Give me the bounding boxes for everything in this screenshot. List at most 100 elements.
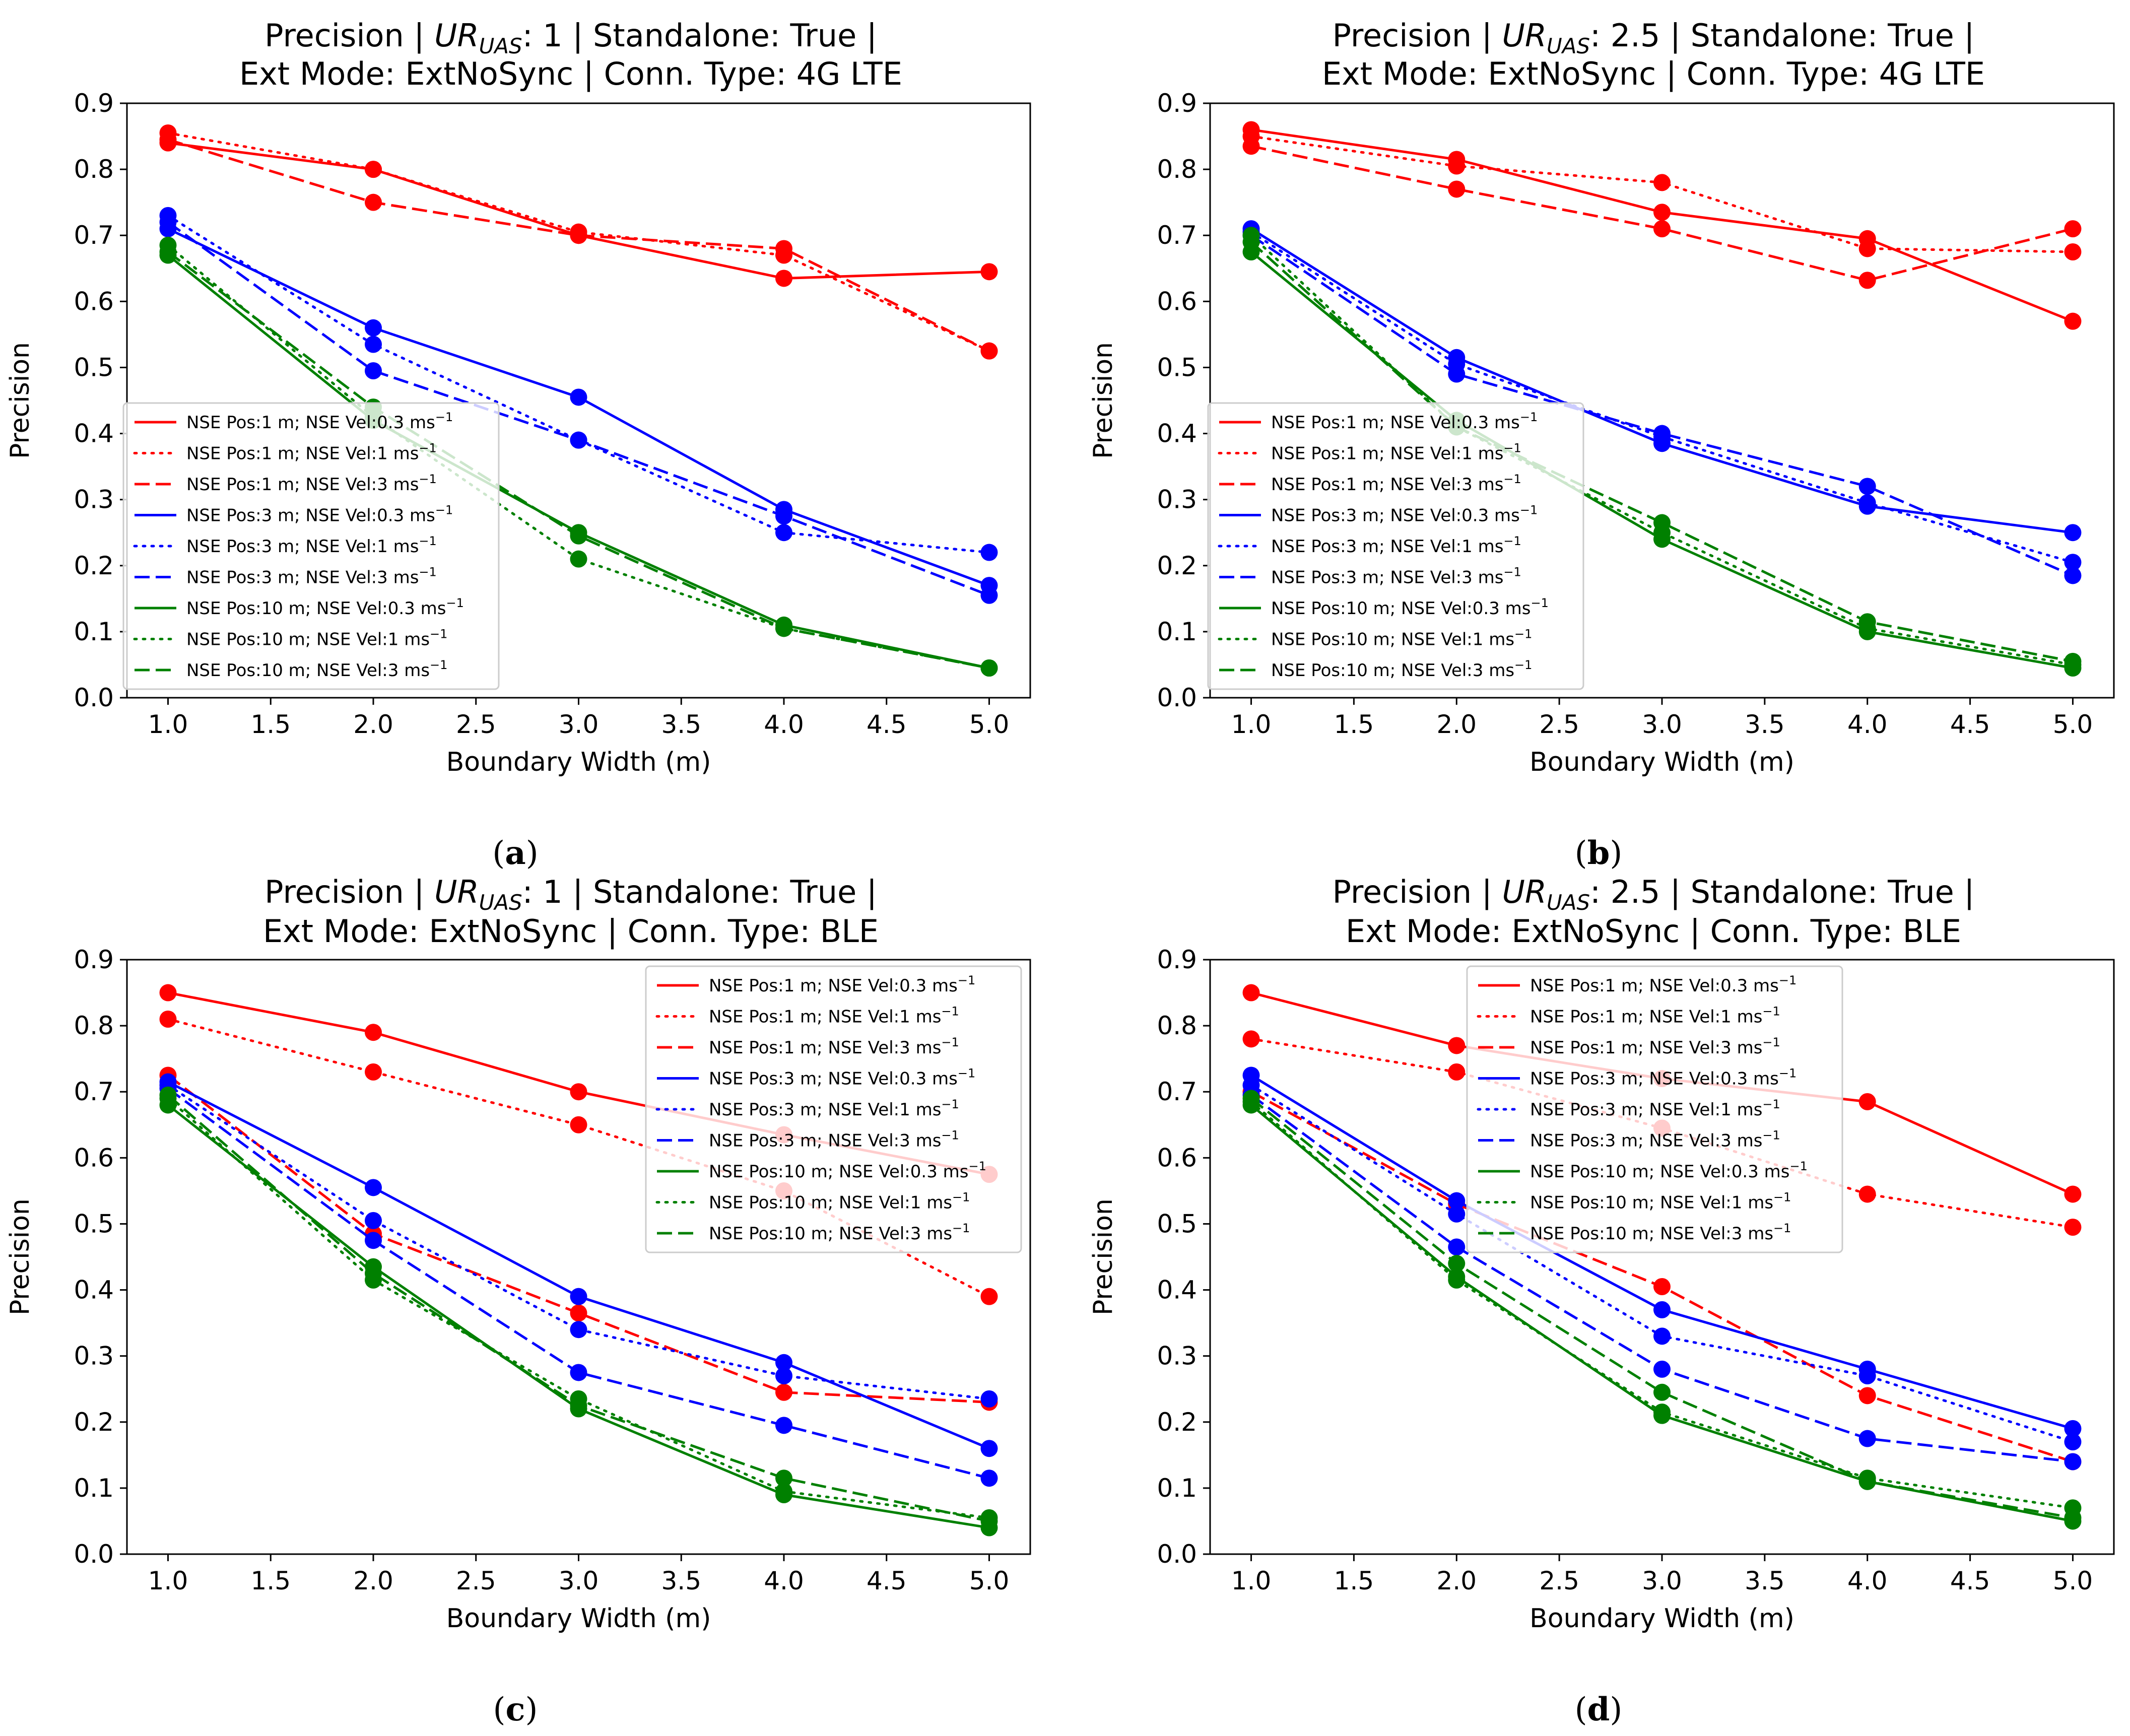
legend-entry-text: NSE Pos:3 m; NSE Vel:0.3 ms (186, 506, 435, 526)
legend-entry: NSE Pos:1 m; NSE Vel:0.3 ms−1 (186, 410, 453, 433)
legend-entry: NSE Pos:10 m; NSE Vel:3 ms−1 (1271, 658, 1532, 681)
data-point-red-dotted (1858, 1185, 1876, 1203)
data-point-red-dashed (775, 1383, 792, 1401)
legend-entry-text: NSE Pos:10 m; NSE Vel:3 ms (709, 1224, 952, 1244)
data-point-green-dashed (980, 659, 998, 677)
data-point-red-solid (2064, 1185, 2082, 1203)
legend-entry-superscript: −1 (419, 534, 436, 548)
data-point-blue-dashed (1653, 1360, 1671, 1378)
x-tick-label: 1.0 (1231, 710, 1272, 739)
chart-title-line2: Ext Mode: ExtNoSync | Conn. Type: BLE (1346, 913, 1961, 950)
y-tick-label: 0.3 (1157, 1342, 1197, 1371)
legend-entry-text: NSE Pos:1 m; NSE Vel:3 ms (1530, 1038, 1762, 1058)
x-tick-label: 4.5 (1950, 710, 1990, 739)
x-axis-label: Boundary Width (m) (446, 1604, 711, 1634)
caption-paren-open: ( (1575, 835, 1587, 872)
legend-entry-superscript: −1 (1779, 1066, 1796, 1081)
data-point-green-dashed (1242, 233, 1260, 251)
data-point-green-dashed (159, 1086, 177, 1104)
x-tick-label: 2.0 (353, 1566, 393, 1595)
legend-entry-superscript: −1 (952, 1221, 970, 1235)
data-point-blue-dashed (1653, 425, 1671, 442)
data-point-green-dashed (775, 620, 792, 637)
data-point-red-solid (1242, 984, 1260, 1001)
y-tick-label: 0.6 (74, 287, 114, 316)
chart-title-line2: Ext Mode: ExtNoSync | Conn. Type: 4G LTE (239, 55, 902, 93)
legend-entry-superscript: −1 (1503, 534, 1521, 548)
legend-entry-text: NSE Pos:10 m; NSE Vel:3 ms (186, 660, 430, 681)
data-point-red-solid (365, 1024, 382, 1041)
data-point-blue-dotted (1858, 494, 1876, 512)
legend-entry: NSE Pos:10 m; NSE Vel:0.3 ms−1 (709, 1159, 986, 1182)
title-ur: UR (1502, 17, 1547, 54)
data-point-red-dotted (570, 1116, 587, 1133)
title-ur-subscript: UAS (1547, 34, 1590, 58)
legend-entry-superscript: −1 (1773, 1190, 1791, 1205)
y-tick-label: 0.9 (74, 945, 114, 974)
y-tick-label: 0.9 (1157, 89, 1197, 118)
data-point-red-dashed (570, 1304, 587, 1322)
x-tick-label: 1.5 (250, 710, 291, 739)
legend-entry: NSE Pos:1 m; NSE Vel:0.3 ms−1 (1271, 410, 1538, 433)
data-point-green-dashed (570, 1397, 587, 1414)
chart-title-line1: Precision | URUAS: 1 | Standalone: True … (264, 17, 877, 58)
data-point-blue-dotted (980, 1390, 998, 1408)
x-tick-label: 5.0 (969, 710, 1010, 739)
legend-entry-superscript: −1 (430, 658, 447, 672)
x-tick-label: 4.5 (867, 1566, 907, 1595)
data-point-green-dashed (1858, 613, 1876, 631)
legend-entry-text: NSE Pos:10 m; NSE Vel:1 ms (1271, 630, 1514, 650)
caption-paren-close: ) (1610, 835, 1622, 872)
y-axis-label: Precision (5, 1198, 35, 1315)
data-point-blue-solid (365, 1179, 382, 1196)
x-tick-label: 1.5 (1334, 710, 1374, 739)
chart-title-line1: Precision | URUAS: 2.5 | Standalone: Tru… (1333, 17, 1975, 58)
data-point-blue-dotted (980, 544, 998, 561)
legend-box (1207, 402, 1584, 690)
legend-entry-superscript: −1 (446, 596, 463, 610)
title-ur-subscript: UAS (479, 890, 522, 915)
legend-entry-text: NSE Pos:3 m; NSE Vel:3 ms (186, 568, 419, 588)
legend-entry-text: NSE Pos:1 m; NSE Vel:1 ms (186, 444, 419, 464)
legend-entry: NSE Pos:10 m; NSE Vel:0.3 ms−1 (186, 596, 464, 619)
title-rest: : 2.5 | Standalone: True | (1590, 17, 1974, 54)
data-point-green-dashed (159, 243, 177, 260)
x-tick-label: 4.0 (1847, 1566, 1888, 1595)
data-point-blue-dotted (1653, 1327, 1671, 1345)
data-point-green-dashed (365, 1264, 382, 1282)
chart-panel-c: Precision | URUAS: 1 | Standalone: True … (5, 874, 1031, 1728)
y-tick-label: 0.5 (1157, 353, 1197, 382)
legend-entry-text: NSE Pos:10 m; NSE Vel:0.3 ms (709, 1162, 968, 1182)
data-point-red-dotted (2064, 1219, 2082, 1236)
legend-entry-superscript: −1 (435, 410, 453, 424)
y-tick-label: 0.4 (74, 419, 114, 448)
legend-entry-text: NSE Pos:10 m; NSE Vel:1 ms (709, 1193, 952, 1213)
caption-letter: a (505, 834, 525, 872)
legend-entry: NSE Pos:3 m; NSE Vel:1 ms−1 (1271, 534, 1521, 557)
caption-paren-close: ) (525, 1691, 538, 1728)
x-tick-label: 5.0 (969, 1566, 1010, 1595)
legend-entry: NSE Pos:3 m; NSE Vel:1 ms−1 (186, 534, 437, 557)
data-point-red-dotted (1242, 1030, 1260, 1048)
data-point-red-dotted (1448, 157, 1466, 175)
legend-entry: NSE Pos:10 m; NSE Vel:1 ms−1 (186, 627, 447, 650)
y-tick-label: 0.4 (1157, 1276, 1197, 1305)
legend-entry-superscript: −1 (1503, 472, 1521, 486)
legend-entry: NSE Pos:1 m; NSE Vel:1 ms−1 (186, 441, 437, 464)
data-point-red-dashed (2064, 220, 2082, 238)
data-point-blue-solid (2064, 1420, 2082, 1437)
legend-entry-text: NSE Pos:3 m; NSE Vel:1 ms (1530, 1100, 1762, 1120)
data-point-blue-dashed (570, 431, 587, 449)
data-point-red-solid (570, 1083, 587, 1101)
x-tick-label: 2.5 (456, 1566, 496, 1595)
legend-entry-text: NSE Pos:1 m; NSE Vel:1 ms (709, 1007, 941, 1027)
legend-entry-text: NSE Pos:3 m; NSE Vel:1 ms (186, 537, 419, 557)
legend-entry: NSE Pos:3 m; NSE Vel:0.3 ms−1 (1271, 503, 1538, 526)
legend-entry-superscript: −1 (1773, 1221, 1791, 1235)
data-point-red-dotted (1448, 1063, 1466, 1081)
title-rest: : 1 | Standalone: True | (522, 874, 877, 911)
series-line-green-dotted (167, 1097, 990, 1519)
chart-panel-a: Precision | URUAS: 1 | Standalone: True … (5, 17, 1031, 872)
x-tick-label: 3.0 (559, 710, 599, 739)
